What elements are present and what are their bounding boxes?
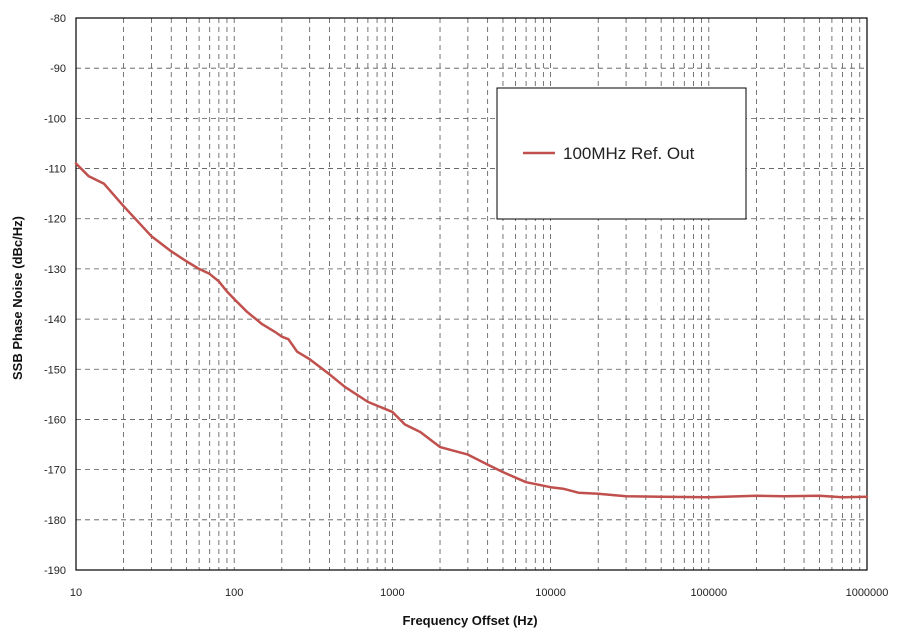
series-line [74,162,869,499]
x-tick-label: 1000 [380,587,404,599]
grid-lines [75,17,867,571]
y-tick-label: -100 [44,113,66,125]
y-tick-label: -110 [45,164,66,176]
x-axis-title: Frequency Offset (Hz) [402,613,537,628]
y-axis-title: SSB Phase Noise (dBc/Hz) [10,216,25,380]
x-tick-label: 100 [225,587,243,599]
x-tick-label: 10 [70,587,82,599]
y-axis-ticks: -80 -90 -100 -110 -120 -130 -140 -150 -160 -170 -1… [44,13,66,577]
y-tick-label: -130 [44,264,66,276]
y-tick-label: -80 [50,13,66,25]
x-axis-ticks: 10 100 1000 10000 100000 1000000 [70,587,889,599]
y-tick-label: -90 [50,63,66,75]
y-tick-label: -160 [44,414,66,426]
x-tick-label: 1000000 [846,587,889,599]
y-tick-label: -180 [44,515,66,527]
x-tick-label: 100000 [690,587,727,599]
series-group [74,162,869,499]
x-tick-label: 10000 [535,587,566,599]
y-tick-label: -190 [44,565,66,577]
y-tick-label: -140 [44,314,66,326]
plot-area [75,17,868,571]
y-tick-label: -170 [44,465,66,477]
legend-label: 100MHz Ref. Out [563,144,695,163]
legend: 100MHz Ref. Out [496,87,747,220]
y-tick-label: -150 [44,364,66,376]
y-tick-label: -120 [44,214,66,226]
